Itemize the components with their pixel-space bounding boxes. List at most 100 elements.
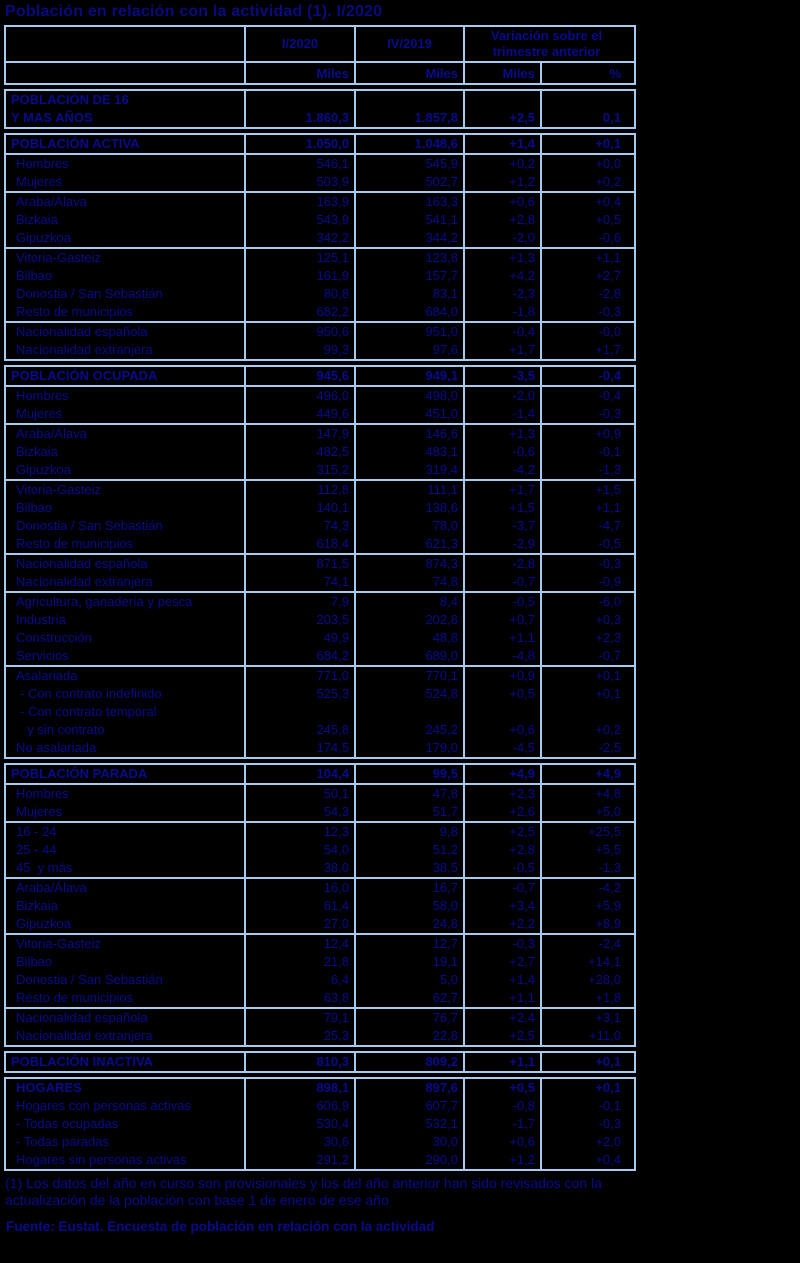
cell-var-miles: +2,8 xyxy=(463,841,540,859)
row-group: Vitoria-Gasteiz 112,8 111,1 +1,7 +1,5 Bilbao 1… xyxy=(6,479,634,553)
row-label: Bizkaia xyxy=(16,444,58,459)
row-label: Hombres xyxy=(16,388,69,403)
cell-var-miles: -4,5 xyxy=(463,739,540,757)
cell-iv2019-miles: 621,3 xyxy=(354,535,463,553)
table-row: 45 y más 38,0 38,5 -0,5 -1,3 xyxy=(6,859,634,877)
table-row: - Todas paradas 30,6 30,0 +0,6 +2,0 xyxy=(6,1133,634,1151)
row-label: Mujeres xyxy=(16,406,63,421)
table-row: Hombres 546,1 545,9 +0,2 +0,0 xyxy=(6,155,634,173)
cell-i2020-miles: 54,3 xyxy=(244,803,354,821)
cell-iv2019-miles: 179,0 xyxy=(354,739,463,757)
row-group: 16 - 24 12,3 9,8 +2,5 +25,5 25 - 44 54,0 51,2 +2… xyxy=(6,821,634,877)
cell-iv2019-miles: 684,0 xyxy=(354,303,463,321)
row-label: Nacionalidad española xyxy=(16,324,148,339)
cell-i2020-miles: 161,9 xyxy=(244,267,354,285)
cell-i2020-miles: 1.860,3 xyxy=(244,91,354,127)
table-block-poblacion-activa: POBLACIÓN ACTIVA 1.050,0 1.048,6 +1,4 +0,1 Ho… xyxy=(4,133,636,361)
table-row: HOGARES 898,1 897,6 +0,5 +0,1 xyxy=(6,1079,634,1097)
table-row: Bizkaia 482,5 483,1 -0,6 -0,1 xyxy=(6,443,634,461)
table-row: - Con contrato temporal y sin contrato 24… xyxy=(6,703,634,739)
cell-i2020-miles: 496,0 xyxy=(244,387,354,405)
row-label: Hogares sin personas activas xyxy=(16,1152,187,1167)
table-header-row-units: Miles Miles Miles % xyxy=(6,61,634,83)
cell-var-miles: +4,9 xyxy=(463,765,540,783)
row-label: Construcción xyxy=(16,630,92,645)
cell-i2020-miles: 125,1 xyxy=(244,249,354,267)
row-group: Nacionalidad española 79,1 76,7 +2,4 +3,1 Nac… xyxy=(6,1007,634,1045)
row-group: Vitoria-Gasteiz 12,4 12,7 -0,3 -2,4 Bilbao 21,… xyxy=(6,933,634,1007)
table-row: POBLACIÓN DE 16 Y MAS AÑOS 1.860,3 1.857,8 +… xyxy=(6,91,634,127)
cell-iv2019-miles: 146,6 xyxy=(354,425,463,443)
cell-iv2019-miles: 22,8 xyxy=(354,1027,463,1045)
cell-var-miles: +2,4 xyxy=(463,1009,540,1027)
table-row: Vitoria-Gasteiz 12,4 12,7 -0,3 -2,4 xyxy=(6,935,634,953)
table-row: POBLACIÓN OCUPADA 945,6 949,1 -3,5 -0,4 xyxy=(6,367,634,385)
cell-var-pct: +28,0 xyxy=(540,971,626,989)
row-label: POBLACIÓN ACTIVA xyxy=(11,136,140,151)
cell-var-miles: +2,5 xyxy=(463,823,540,841)
cell-var-pct: -6,0 xyxy=(540,593,626,611)
row-group: Nacionalidad española 871,5 874,3 -2,8 -0,3 N… xyxy=(6,553,634,591)
cell-var-miles: +0,5 xyxy=(463,1079,540,1097)
footnote: (1) Los datos del año en curso son provi… xyxy=(5,1175,602,1208)
cell-var-pct: +0,4 xyxy=(540,1151,626,1169)
cell-var-pct: +3,1 xyxy=(540,1009,626,1027)
cell-iv2019-miles: 24,8 xyxy=(354,915,463,933)
table-row: Agricultura, ganadería y pesca 7,9 8,4 -0,5… xyxy=(6,593,634,611)
table-row: Nacionalidad extranjera 25,3 22,8 +2,5 +11,0 xyxy=(6,1027,634,1045)
row-label: Nacionalidad española xyxy=(16,556,148,571)
cell-var-miles: +1,5 xyxy=(463,499,540,517)
cell-var-miles: +1,4 xyxy=(463,971,540,989)
cell-var-miles: +0,9 xyxy=(463,667,540,685)
cell-var-pct: -4,7 xyxy=(540,517,626,535)
table-block-poblacion-16-y-mas: POBLACIÓN DE 16 Y MAS AÑOS 1.860,3 1.857,8 +… xyxy=(4,89,636,129)
table-row: Araba/Álava 163,9 163,3 +0,6 +0,4 xyxy=(6,193,634,211)
row-label: Resto de municipios xyxy=(16,536,134,551)
cell-iv2019-miles: 545,9 xyxy=(354,155,463,173)
cell-iv2019-miles: 123,8 xyxy=(354,249,463,267)
table-row: - Con contrato indefinido 525,3 524,8 +0,5 +… xyxy=(6,685,634,703)
cell-i2020-miles: 342,2 xyxy=(244,229,354,247)
table-block-hogares: HOGARES 898,1 897,6 +0,5 +0,1 Hogares con per… xyxy=(4,1077,636,1171)
cell-i2020-miles: 684,2 xyxy=(244,647,354,665)
cell-iv2019-miles: 9,8 xyxy=(354,823,463,841)
cell-i2020-miles: 871,5 xyxy=(244,555,354,573)
cell-var-miles: +0,2 xyxy=(463,155,540,173)
row-group: HOGARES 898,1 897,6 +0,5 +0,1 Hogares con per… xyxy=(6,1079,634,1169)
cell-iv2019-miles: 19,1 xyxy=(354,953,463,971)
cell-i2020-miles: 104,4 xyxy=(244,765,354,783)
table-row: Vitoria-Gasteiz 112,8 111,1 +1,7 +1,5 xyxy=(6,481,634,499)
table-row: POBLACIÓN INACTIVA 810,3 809,2 +1,1 +0,1 xyxy=(6,1053,634,1071)
row-label: Hombres xyxy=(16,786,69,801)
table-row: 16 - 24 12,3 9,8 +2,5 +25,5 xyxy=(6,823,634,841)
row-label: POBLACIÓN PARADA xyxy=(11,766,148,781)
cell-var-pct: +1,1 xyxy=(540,249,626,267)
cell-iv2019-miles: 47,8 xyxy=(354,785,463,803)
row-label: Donostia / San Sebastián xyxy=(16,518,163,533)
cell-i2020-miles: 950,6 xyxy=(244,323,354,341)
cell-iv2019-miles: 344,2 xyxy=(354,229,463,247)
cell-i2020-miles: 530,4 xyxy=(244,1115,354,1133)
table-row: Servicios 684,2 689,0 -4,8 -0,7 xyxy=(6,647,634,665)
row-label: Nacionalidad extranjera xyxy=(16,342,153,357)
cell-var-pct: +0,5 xyxy=(540,211,626,229)
cell-iv2019-miles: 111,1 xyxy=(354,481,463,499)
table-row: Gipuzkoa 315,2 319,4 -4,2 -1,3 xyxy=(6,461,634,479)
table-row: Mujeres 54,3 51,7 +2,6 +5,0 xyxy=(6,803,634,821)
table-row: Hogares con personas activas 606,9 607,7 -0… xyxy=(6,1097,634,1115)
cell-var-miles: +0,6 xyxy=(463,1133,540,1151)
subheader-miles-iv2019: Miles xyxy=(354,63,463,83)
cell-var-miles: -4,2 xyxy=(463,461,540,479)
cell-var-miles: -2,8 xyxy=(463,555,540,573)
row-label: Bizkaia xyxy=(16,898,58,913)
cell-i2020-miles: 49,9 xyxy=(244,629,354,647)
table-row: Nacionalidad española 871,5 874,3 -2,8 -0,3 xyxy=(6,555,634,573)
cell-i2020-miles: 682,2 xyxy=(244,303,354,321)
cell-var-miles: -4,8 xyxy=(463,647,540,665)
cell-i2020-miles: 245,8 xyxy=(244,703,354,739)
cell-var-pct: +0,2 xyxy=(540,173,626,191)
cell-var-miles: +1,1 xyxy=(463,1053,540,1071)
cell-var-pct: -0,4 xyxy=(540,387,626,405)
table-row: Donostia / San Sebastián 80,8 83,1 -2,3 -2,8 xyxy=(6,285,634,303)
row-label: HOGARES xyxy=(16,1080,82,1095)
